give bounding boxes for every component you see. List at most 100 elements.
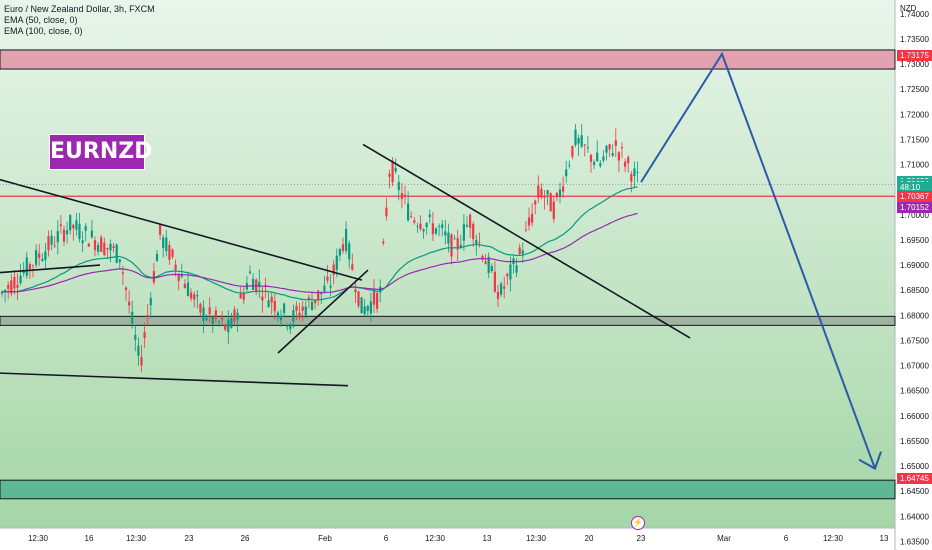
candle-body[interactable] <box>403 194 407 197</box>
candle-body[interactable] <box>72 224 75 229</box>
candle-body[interactable] <box>549 193 552 212</box>
candle-body[interactable] <box>211 316 214 324</box>
candle-body[interactable] <box>444 231 447 236</box>
candle-body[interactable] <box>258 281 261 288</box>
candle-body[interactable] <box>456 238 459 250</box>
candle-body[interactable] <box>50 235 53 245</box>
candle-body[interactable] <box>134 335 137 340</box>
candle-body[interactable] <box>314 300 317 304</box>
candle-body[interactable] <box>574 129 577 146</box>
candle-body[interactable] <box>503 286 506 289</box>
candle-body[interactable] <box>279 315 283 321</box>
candle-body[interactable] <box>53 245 56 247</box>
candle-body[interactable] <box>131 311 134 324</box>
candle-body[interactable] <box>555 192 558 198</box>
candle-body[interactable] <box>81 240 84 244</box>
candle-body[interactable] <box>357 291 360 306</box>
candle-body[interactable] <box>552 201 555 219</box>
candle-body[interactable] <box>338 249 341 256</box>
candle-body[interactable] <box>521 250 524 255</box>
trendline-1[interactable] <box>0 178 363 281</box>
candle-body[interactable] <box>103 242 106 255</box>
candle-body[interactable] <box>596 152 599 162</box>
candle-body[interactable] <box>469 214 472 228</box>
candle-body[interactable] <box>624 161 627 167</box>
ema100-line[interactable] <box>2 212 638 294</box>
candle-body[interactable] <box>22 270 25 274</box>
candle-body[interactable] <box>459 244 462 248</box>
candle-body[interactable] <box>286 325 289 327</box>
candle-body[interactable] <box>66 230 69 235</box>
candle-body[interactable] <box>227 319 230 333</box>
candle-body[interactable] <box>484 261 487 265</box>
candle-body[interactable] <box>608 144 611 150</box>
candle-body[interactable] <box>16 284 19 288</box>
candle-body[interactable] <box>487 256 490 273</box>
candle-body[interactable] <box>382 241 385 244</box>
candle-body[interactable] <box>462 224 465 241</box>
candle-body[interactable] <box>152 271 155 283</box>
candle-body[interactable] <box>217 321 221 323</box>
candle-body[interactable] <box>434 228 438 234</box>
candle-body[interactable] <box>35 250 38 265</box>
candle-body[interactable] <box>56 231 59 243</box>
candle-body[interactable] <box>38 253 41 259</box>
candle-body[interactable] <box>490 266 493 272</box>
candle-body[interactable] <box>174 264 177 270</box>
candle-body[interactable] <box>537 185 540 198</box>
candle-body[interactable] <box>546 190 549 195</box>
candle-body[interactable] <box>633 168 636 177</box>
candle-body[interactable] <box>478 242 481 244</box>
candle-body[interactable] <box>518 247 521 255</box>
candle-body[interactable] <box>143 332 146 338</box>
candle-body[interactable] <box>69 214 72 231</box>
candle-body[interactable] <box>509 264 512 280</box>
trendline-5[interactable] <box>277 269 369 354</box>
candle-body[interactable] <box>186 282 190 297</box>
candle-body[interactable] <box>500 283 503 295</box>
candle-body[interactable] <box>273 301 276 312</box>
zone-resistance[interactable] <box>0 49 896 70</box>
candle-body[interactable] <box>292 310 295 322</box>
candle-body[interactable] <box>354 289 357 293</box>
candle-body[interactable] <box>199 303 202 313</box>
candle-body[interactable] <box>602 156 605 161</box>
candle-body[interactable] <box>543 195 546 198</box>
trendline-4[interactable] <box>362 143 691 339</box>
candle-body[interactable] <box>369 301 372 314</box>
candle-body[interactable] <box>190 292 193 299</box>
candle-body[interactable] <box>224 324 227 330</box>
candle-body[interactable] <box>267 300 270 308</box>
candle-body[interactable] <box>593 162 596 165</box>
candle-body[interactable] <box>171 249 174 257</box>
candle-body[interactable] <box>363 306 366 315</box>
candle-body[interactable] <box>447 232 450 244</box>
candle-body[interactable] <box>422 229 425 232</box>
candle-body[interactable] <box>233 309 236 322</box>
candle-body[interactable] <box>558 189 562 197</box>
candle-body[interactable] <box>180 274 183 277</box>
candle-body[interactable] <box>400 193 403 200</box>
candle-body[interactable] <box>97 245 100 252</box>
candle-body[interactable] <box>90 230 93 238</box>
candle-body[interactable] <box>372 290 376 305</box>
candle-body[interactable] <box>562 186 565 192</box>
candle-body[interactable] <box>183 283 186 289</box>
candle-body[interactable] <box>47 236 50 251</box>
candle-body[interactable] <box>611 152 614 156</box>
candle-body[interactable] <box>242 293 245 301</box>
candle-body[interactable] <box>118 259 121 262</box>
candle-body[interactable] <box>230 318 233 328</box>
candle-body[interactable] <box>345 228 348 252</box>
candle-body[interactable] <box>4 289 7 292</box>
candle-body[interactable] <box>472 224 475 240</box>
candle-body[interactable] <box>301 306 304 311</box>
candle-body[interactable] <box>527 217 531 226</box>
candle-body[interactable] <box>630 174 633 182</box>
candle-body[interactable] <box>431 223 434 235</box>
candle-body[interactable] <box>165 237 168 252</box>
candle-body[interactable] <box>121 272 124 274</box>
candle-body[interactable] <box>140 357 143 366</box>
candle-body[interactable] <box>109 243 112 251</box>
